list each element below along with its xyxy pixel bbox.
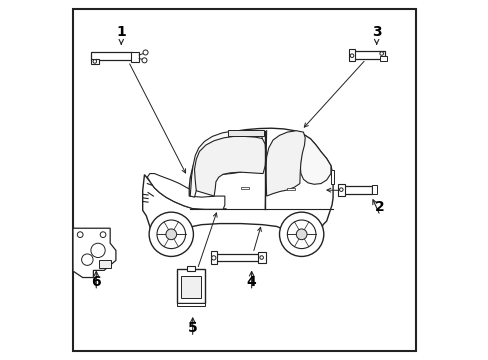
Text: 5: 5 (187, 321, 197, 335)
Circle shape (349, 54, 353, 58)
Text: 6: 6 (91, 275, 101, 289)
Bar (214, 253, 259, 261)
Circle shape (296, 229, 306, 240)
Circle shape (81, 254, 93, 265)
Polygon shape (142, 128, 332, 240)
Bar (131, 52, 139, 62)
Bar (337, 184, 344, 196)
Circle shape (379, 52, 383, 55)
Text: 2: 2 (375, 200, 385, 214)
Text: 4: 4 (246, 275, 256, 289)
Bar (210, 251, 217, 264)
Bar (241, 187, 248, 189)
Text: 3: 3 (371, 25, 381, 39)
Circle shape (77, 232, 83, 238)
Polygon shape (300, 134, 330, 184)
Bar (352, 51, 384, 59)
Circle shape (143, 50, 148, 55)
Bar (91, 59, 99, 64)
Circle shape (149, 212, 193, 256)
Bar (181, 276, 201, 297)
Bar (176, 302, 205, 306)
Bar (286, 188, 294, 190)
Circle shape (339, 188, 343, 192)
Bar (99, 260, 111, 267)
Circle shape (259, 256, 263, 259)
Circle shape (287, 220, 315, 249)
Bar (330, 170, 333, 184)
Polygon shape (265, 131, 305, 196)
Bar (257, 252, 265, 263)
Polygon shape (73, 228, 116, 278)
Polygon shape (194, 136, 265, 196)
Bar (228, 130, 264, 136)
Bar (348, 49, 354, 62)
Circle shape (279, 212, 323, 256)
Bar (186, 266, 195, 271)
Circle shape (211, 256, 216, 260)
Polygon shape (190, 131, 262, 197)
Circle shape (100, 232, 106, 238)
Circle shape (157, 220, 185, 249)
Bar (341, 186, 371, 194)
Circle shape (165, 229, 176, 240)
Bar (371, 185, 377, 194)
Polygon shape (147, 174, 224, 209)
Circle shape (93, 60, 97, 63)
Circle shape (142, 58, 147, 63)
Bar (91, 52, 132, 60)
Bar (176, 269, 205, 303)
Bar (380, 56, 386, 62)
Text: 1: 1 (116, 25, 126, 39)
Circle shape (91, 243, 105, 257)
